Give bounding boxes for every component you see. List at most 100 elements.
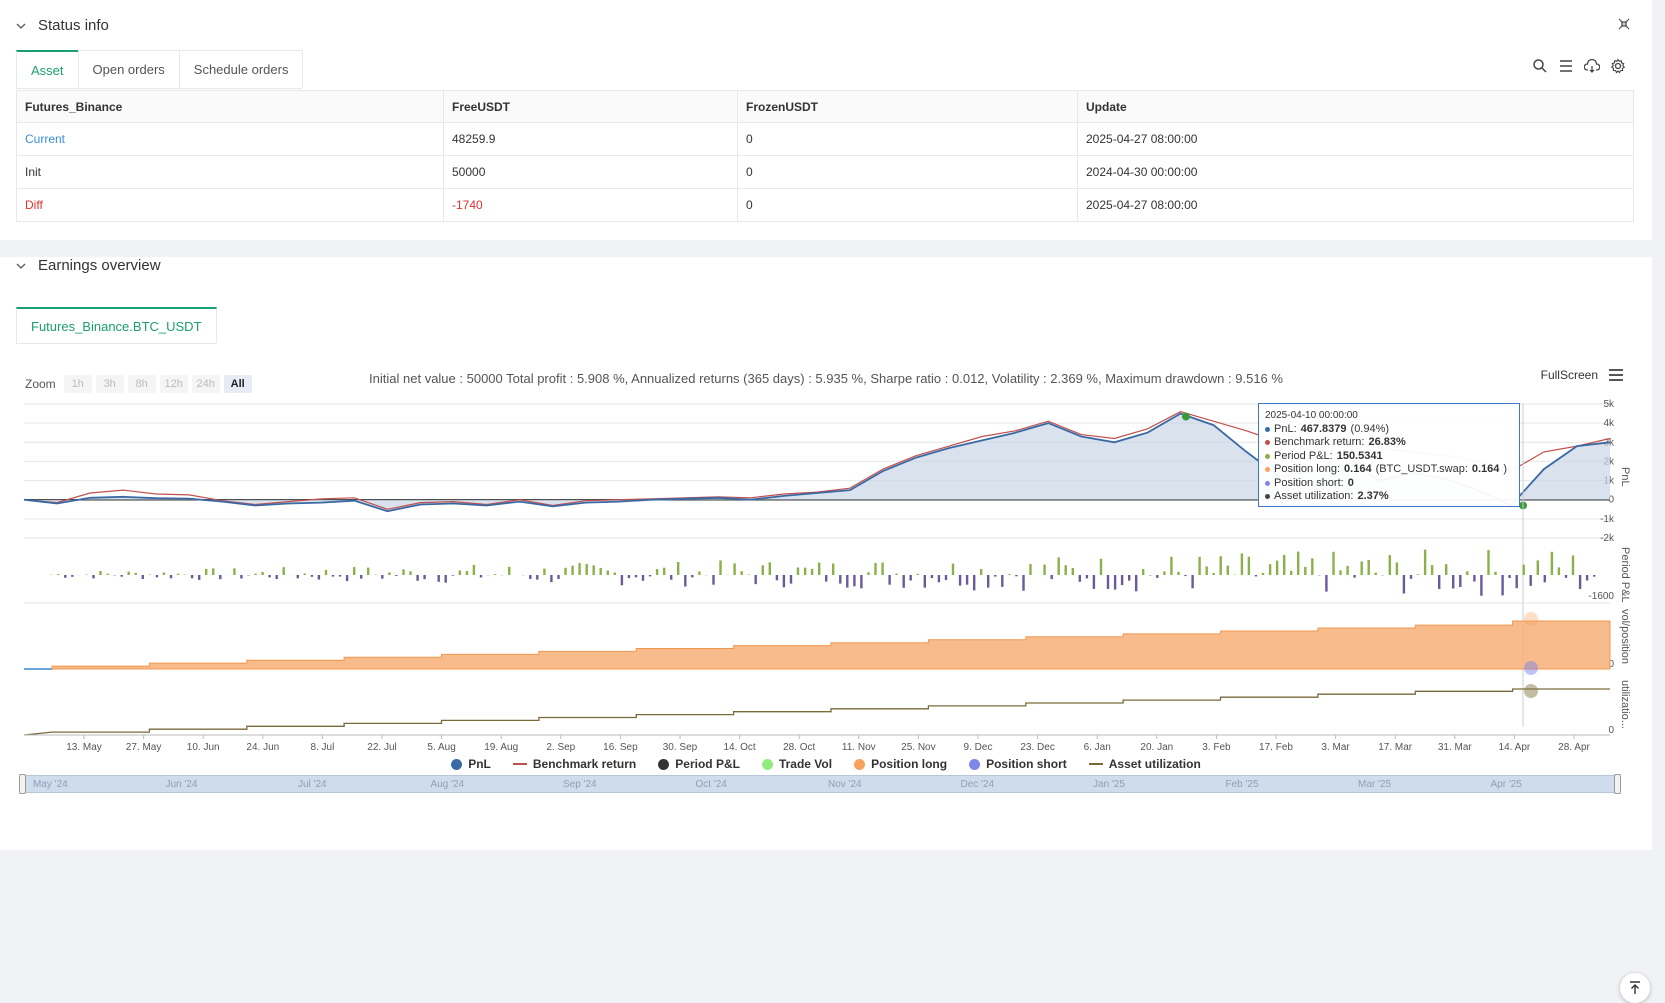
menu-icon[interactable]: [1608, 368, 1624, 382]
period-pnl-bar: [381, 575, 383, 579]
period-pnl-bar: [1191, 575, 1193, 588]
chevron-down-icon[interactable]: [16, 21, 26, 31]
cloud-download-icon[interactable]: [1584, 58, 1600, 74]
legend-label: Position short: [986, 757, 1067, 771]
period-pnl-bar: [367, 568, 369, 575]
cell: 48259.9: [444, 123, 738, 156]
zoom-all-button[interactable]: All: [224, 375, 252, 393]
x-tick-label: 20. Jan: [1140, 742, 1173, 753]
legend-item-position-short[interactable]: Position short: [969, 757, 1067, 771]
period-pnl-bar: [712, 575, 714, 585]
period-pnl-bar: [318, 575, 320, 580]
period-pnl-bar: [1593, 575, 1595, 577]
x-tick-label: 28. Apr: [1558, 742, 1590, 753]
x-tick-label: 8. Jul: [310, 742, 334, 753]
tab-asset[interactable]: Asset: [16, 50, 79, 88]
period-pnl-bar: [106, 574, 108, 575]
arrow-up-icon: [1629, 981, 1641, 995]
zoom-3h-button[interactable]: 3h: [96, 375, 124, 393]
period-pnl-bar: [283, 567, 285, 575]
period-pnl-bar: [790, 575, 792, 584]
period-pnl-bar: [1586, 575, 1588, 581]
tooltip-row-period-pnl: Period P&L: 150.5341: [1265, 450, 1513, 464]
list-icon[interactable]: [1558, 58, 1574, 74]
tooltip-extra: (0.94%): [1351, 423, 1390, 437]
period-pnl-bar: [1022, 575, 1024, 591]
legend-label: Trade Vol: [779, 757, 832, 771]
period-pnl-bar: [980, 569, 982, 575]
period-pnl-bar: [1403, 575, 1405, 594]
zoom-12h-button[interactable]: 12h: [160, 375, 188, 393]
period-pnl-bar: [1325, 575, 1327, 592]
zoom-8h-button[interactable]: 8h: [128, 375, 156, 393]
navigator-label: Feb '25: [1226, 779, 1259, 790]
zoom-24h-button[interactable]: 24h: [192, 375, 220, 393]
period-pnl-bar: [1269, 564, 1271, 575]
navigator-label: Dec '24: [961, 779, 995, 790]
period-pnl-bar: [691, 575, 693, 577]
legend-item-benchmark[interactable]: Benchmark return: [513, 757, 636, 771]
scroll-to-top-button[interactable]: [1620, 973, 1650, 1003]
period-pnl-bar: [1100, 559, 1102, 575]
asset-table: Futures_Binance FreeUSDT FrozenUSDT Upda…: [16, 90, 1634, 222]
period-pnl-bar: [1579, 575, 1581, 589]
cell: 0: [738, 189, 1078, 222]
legend-label: PnL: [468, 757, 491, 771]
status-header[interactable]: Status info: [16, 17, 109, 34]
col-header-frozen: FrozenUSDT: [738, 91, 1078, 123]
tab-open-orders[interactable]: Open orders: [78, 50, 180, 88]
period-pnl-bar: [642, 575, 644, 581]
legend-item-period-pnl[interactable]: Period P&L: [658, 757, 740, 771]
legend-item-position-long[interactable]: Position long: [854, 757, 947, 771]
period-pnl-bar: [1065, 565, 1067, 575]
tab-schedule-orders[interactable]: Schedule orders: [179, 50, 304, 88]
period-pnl-bar: [1494, 572, 1496, 575]
zoom-1h-button[interactable]: 1h: [64, 375, 92, 393]
earnings-header[interactable]: Earnings overview: [16, 257, 161, 274]
series-marker: [1265, 440, 1270, 445]
legend-label: Position long: [871, 757, 947, 771]
collapse-icon[interactable]: [1618, 18, 1630, 30]
period-pnl-bar: [128, 572, 130, 575]
period-pnl-bar: [543, 569, 545, 575]
period-pnl-bar: [1290, 571, 1292, 575]
legend-item-trade-vol[interactable]: Trade Vol: [762, 757, 832, 771]
period-pnl-bar: [1177, 572, 1179, 575]
navigator-label: Oct '24: [696, 779, 727, 790]
period-pnl-bar: [733, 563, 735, 575]
period-pnl-bar: [571, 566, 573, 575]
chevron-down-icon[interactable]: [16, 261, 26, 271]
period-pnl-bar: [57, 574, 59, 575]
fullscreen-control[interactable]: FullScreen: [1541, 368, 1624, 382]
navigator-right-handle[interactable]: [1614, 774, 1621, 794]
period-pnl-bar: [311, 575, 313, 577]
period-pnl-bar: [1128, 575, 1130, 581]
fullscreen-label[interactable]: FullScreen: [1541, 368, 1598, 382]
legend-marker: [969, 759, 980, 770]
cell: 50000: [444, 156, 738, 189]
tab-futures-binance-btc[interactable]: Futures_Binance.BTC_USDT: [16, 307, 217, 343]
period-pnl-bar: [677, 562, 679, 575]
legend-marker: [854, 759, 865, 770]
search-icon[interactable]: [1532, 58, 1548, 74]
legend-item-asset-utilization[interactable]: Asset utilization: [1089, 757, 1201, 771]
tooltip-label: Position long:: [1274, 463, 1340, 477]
legend-item-pnl[interactable]: PnL: [451, 757, 491, 771]
period-pnl-bar: [1142, 569, 1144, 575]
period-pnl-bar: [1058, 557, 1060, 575]
period-pnl-bar: [1501, 575, 1503, 595]
row-label-current[interactable]: Current: [17, 123, 444, 156]
x-tick-label: 2. Sep: [546, 742, 575, 753]
navigator-left-handle[interactable]: [19, 774, 26, 794]
gear-icon[interactable]: [1610, 58, 1626, 74]
navigator-label: Aug '24: [431, 779, 465, 790]
status-panel: Status info Asset Open orders Schedule o…: [0, 0, 1652, 240]
period-pnl-bar: [684, 575, 686, 587]
earnings-panel: Earnings overview Futures_Binance.BTC_US…: [0, 257, 1652, 850]
period-pnl-bar: [1135, 575, 1137, 591]
row-label-init: Init: [17, 156, 444, 189]
period-pnl-bar: [1431, 565, 1433, 575]
tooltip-label: Period P&L:: [1274, 450, 1333, 464]
period-pnl-bar: [825, 575, 827, 582]
